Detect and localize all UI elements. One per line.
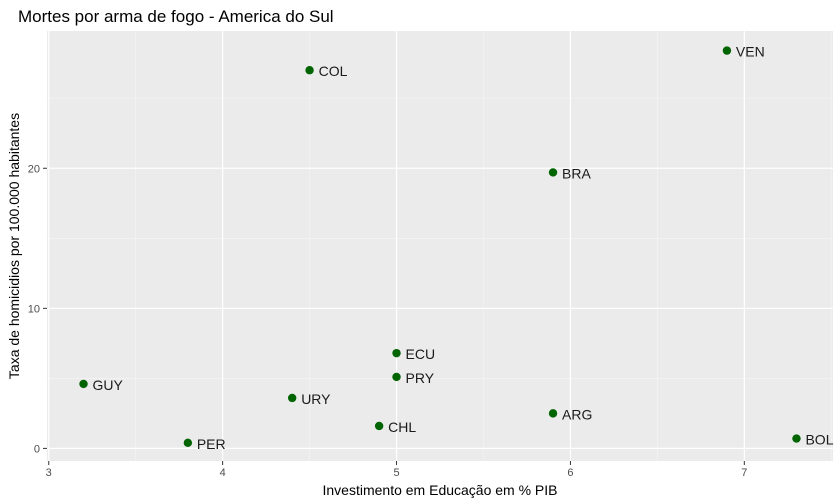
- point-label-ecu: ECU: [406, 346, 436, 362]
- data-point-bol: [792, 434, 801, 443]
- data-points: [79, 46, 801, 447]
- point-label-guy: GUY: [93, 377, 124, 393]
- x-axis-title: Investimento em Educação em % PIB: [323, 482, 558, 498]
- point-label-chl: CHL: [388, 419, 416, 435]
- y-tick-label: 20: [28, 163, 40, 175]
- data-point-pry: [392, 372, 401, 382]
- point-label-per: PER: [197, 436, 226, 452]
- point-label-bol: BOL: [805, 432, 833, 448]
- point-label-arg: ARG: [562, 406, 592, 422]
- data-point-ecu: [392, 348, 401, 358]
- x-tick-label: 3: [46, 467, 52, 479]
- x-tick-label: 6: [567, 467, 573, 479]
- point-label-col: COL: [319, 63, 348, 79]
- data-point-col: [305, 66, 314, 75]
- chart-title: Mortes por arma de fogo - America do Sul: [18, 7, 334, 26]
- data-point-ven: [722, 46, 732, 55]
- point-label-bra: BRA: [562, 165, 591, 181]
- grid-major: [47, 31, 833, 461]
- y-axis-title: Taxa de homicidios por 100.000 habitante…: [6, 113, 22, 379]
- data-point-per: [183, 438, 193, 447]
- point-label-ven: VEN: [736, 44, 765, 60]
- x-tick-label: 7: [741, 467, 747, 479]
- data-point-chl: [374, 421, 384, 431]
- data-point-bra: [548, 168, 558, 177]
- x-tick-label: 5: [393, 467, 399, 479]
- y-axis-ticks: 0 10 20: [28, 163, 47, 455]
- y-tick-label: 10: [28, 303, 40, 315]
- point-label-pry: PRY: [406, 370, 435, 386]
- y-tick-label: 0: [34, 443, 40, 455]
- grid-minor: [47, 31, 833, 461]
- data-point-guy: [79, 379, 88, 389]
- point-labels: VEN COL BRA ECU PRY GUY URY ARG CHL BOL PER: [93, 44, 834, 452]
- point-label-ury: URY: [301, 391, 331, 407]
- x-tick-label: 4: [220, 467, 226, 479]
- x-axis-ticks: 3 4 5 6 7: [46, 461, 747, 479]
- plot-panel: [47, 31, 833, 461]
- data-point-ury: [287, 393, 297, 403]
- data-point-arg: [548, 409, 558, 418]
